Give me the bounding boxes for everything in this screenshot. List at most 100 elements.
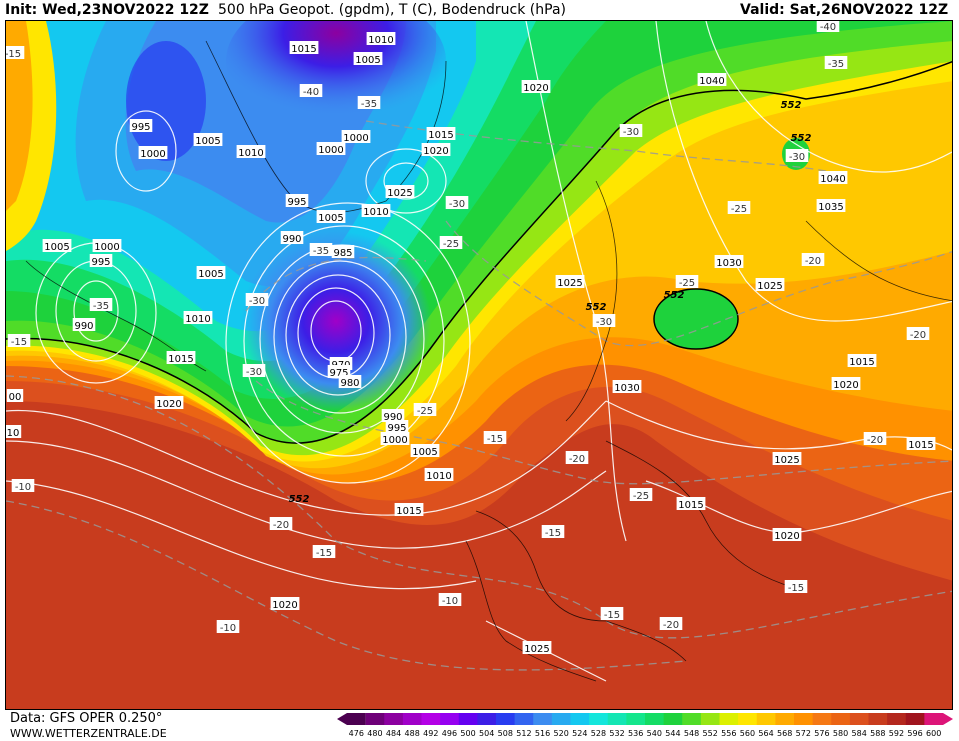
isobars-label: 1040 — [697, 73, 727, 87]
scale-swatch — [589, 713, 609, 725]
temperatures-label-text: -10 — [15, 482, 31, 493]
temperatures-label: -10 — [11, 479, 35, 493]
geopotential-label-text: 552 — [586, 302, 607, 313]
isobars-label: 1005 — [42, 239, 72, 253]
temperatures-label-text: -15 — [545, 528, 561, 539]
temperatures-label-text: -30 — [249, 296, 265, 307]
scale-tick-label: 600 — [926, 729, 941, 738]
isobars-label: 995 — [89, 254, 113, 268]
temperatures-label-text: -20 — [663, 620, 679, 631]
scale-swatch — [402, 713, 422, 725]
isobars-label: 1010 — [361, 204, 391, 218]
scale-swatch — [905, 713, 925, 725]
temperatures-label-text: -30 — [246, 367, 262, 378]
color-scale: 476 480 484 488 492 496 500 504 508 512 516 520 524 5… — [337, 713, 953, 738]
temperatures-label: -30 — [445, 196, 469, 210]
isobars-label-text: 1030 — [614, 383, 639, 394]
temperatures-label: -25 — [439, 236, 463, 250]
temperatures-label-text: -15 — [487, 434, 503, 445]
geopotential-label-text: 552 — [289, 494, 310, 505]
isobars-label: 1010 — [366, 32, 396, 46]
isobars-label: 980 — [338, 375, 362, 389]
scale-swatch — [756, 713, 776, 725]
temperatures-label-text: -25 — [417, 406, 433, 417]
isobars-label-text: 980 — [340, 378, 359, 389]
scale-tick-label: 560 — [740, 729, 755, 738]
temperatures-label-text: -30 — [623, 127, 639, 138]
isobars-label-text: 1010 — [238, 148, 263, 159]
temperatures-label: -15 — [312, 545, 336, 559]
scale-swatch — [812, 713, 832, 725]
scale-swatch — [551, 713, 571, 725]
temperatures-label: -25 — [413, 403, 437, 417]
temperatures-label: -15 — [483, 431, 507, 445]
geopotential-label: 552 — [781, 100, 802, 111]
temperatures-label-text: -20 — [273, 520, 289, 531]
isobars-label-text: 1025 — [524, 644, 549, 655]
isobars-label: 995 — [385, 420, 409, 434]
temperatures-label-text: -20 — [867, 435, 883, 446]
scale-tick-label: 588 — [870, 729, 885, 738]
temperatures-label-text: -25 — [679, 278, 695, 289]
website-link[interactable]: WWW.WETTERZENTRALE.DE — [10, 727, 167, 740]
isobars-label: 1040 — [818, 171, 848, 185]
geopotential-label: 552 — [289, 494, 310, 505]
isobars-label: 990 — [72, 318, 96, 332]
temperatures-label: -15 — [600, 607, 624, 621]
temperatures-label-text: -25 — [731, 204, 747, 215]
isobars-label: 1015 — [847, 354, 877, 368]
scale-swatch — [514, 713, 534, 725]
isobars-label: 1015 — [289, 41, 319, 55]
scale-swatch — [496, 713, 516, 725]
temperatures-label: -15 — [7, 334, 31, 348]
isobars-label: 1010 — [183, 311, 213, 325]
isobars-label: 1030 — [714, 255, 744, 269]
isobars-label: 985 — [331, 245, 355, 259]
isobars-label: 1015 — [906, 437, 936, 451]
isobars-label-text: 1025 — [774, 455, 799, 466]
isobars-label: 1010 — [424, 468, 454, 482]
edge-label-text: 10 — [7, 428, 20, 439]
temperatures-label-text: -25 — [443, 239, 459, 250]
geopotential-label: 552 — [586, 302, 607, 313]
isobars-label: 1020 — [154, 396, 184, 410]
isobars-label: 1035 — [816, 199, 846, 213]
temperatures-label-text: -15 — [604, 610, 620, 621]
isobars-label-text: 990 — [282, 234, 301, 245]
data-source: Data: GFS OPER 0.250° — [10, 711, 163, 726]
temperatures-label-text: -15 — [6, 49, 21, 60]
isobars-label-text: 995 — [287, 197, 306, 208]
edge-label-text: 00 — [9, 392, 22, 403]
temperatures-label-text: -15 — [11, 337, 27, 348]
isobars-label-text: 1015 — [168, 354, 193, 365]
scale-swatch — [477, 713, 497, 725]
polar-vortex — [226, 21, 446, 131]
isobars-label-text: 1025 — [757, 281, 782, 292]
isobars-label-text: 1015 — [908, 440, 933, 451]
weather-map[interactable]: 1015 1010 1005 995 1005 1000 1010 1000 1000 1015 1… — [5, 20, 953, 710]
scale-swatch — [533, 713, 553, 725]
geopotential-label-text: 552 — [664, 290, 685, 301]
temperatures-label-text: -40 — [303, 87, 319, 98]
isobars-label-text: 995 — [387, 423, 406, 434]
temperatures-label: -10 — [438, 593, 462, 607]
isobars-label: 1000 — [341, 130, 371, 144]
temperatures-label: -30 — [785, 149, 809, 163]
scale-tick-label: 536 — [628, 729, 643, 738]
edge-label: 00 — [6, 389, 24, 403]
scale-tick-label: 532 — [609, 729, 624, 738]
isobars-label-text: 1015 — [678, 500, 703, 511]
temperatures-label: -10 — [216, 620, 240, 634]
isobars-label-text: 1010 — [185, 314, 210, 325]
temperatures-label: -20 — [659, 617, 683, 631]
scale-tick-label: 576 — [814, 729, 829, 738]
isobars-label: 1025 — [772, 452, 802, 466]
isobars-label-text: 1015 — [396, 506, 421, 517]
scale-tick-label: 592 — [889, 729, 904, 738]
scale-tick-label: 556 — [721, 729, 736, 738]
isobars-label: 1005 — [196, 266, 226, 280]
scale-tick-label: 476 — [349, 729, 364, 738]
temperatures-label-text: -35 — [93, 301, 109, 312]
isobars-label: 1025 — [555, 275, 585, 289]
